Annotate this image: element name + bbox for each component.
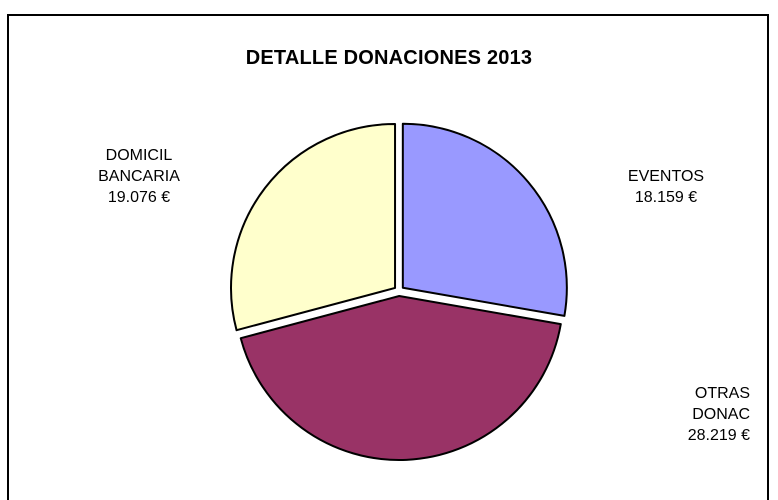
pie-slice-domicil-bancaria [230, 122, 397, 332]
slice-label-otras-donac: OTRAS DONAC 28.219 € [640, 383, 750, 446]
slice-label-domicil-bancaria-value: 19.076 € [107, 189, 171, 206]
slice-label-otras-donac-name-1: OTRAS [694, 385, 750, 402]
slice-label-eventos-value: 18.159 € [634, 189, 698, 206]
slice-label-eventos-name: EVENTOS [627, 168, 705, 185]
chart-title: DETALLE DONACIONES 2013 [245, 47, 533, 69]
slice-label-domicil-bancaria: DOMICIL BANCARIA 19.076 € [69, 145, 209, 208]
pie-slice-otras-donac [239, 295, 562, 461]
slice-label-domicil-bancaria-name-1: DOMICIL [105, 147, 173, 164]
slice-label-otras-donac-value: 28.219 € [687, 427, 750, 444]
slice-label-domicil-bancaria-name-2: BANCARIA [98, 168, 180, 185]
pie-slice-eventos [401, 122, 568, 317]
slice-label-otras-donac-name-2: DONAC [692, 406, 750, 423]
slice-label-eventos: EVENTOS 18.159 € [606, 166, 726, 208]
